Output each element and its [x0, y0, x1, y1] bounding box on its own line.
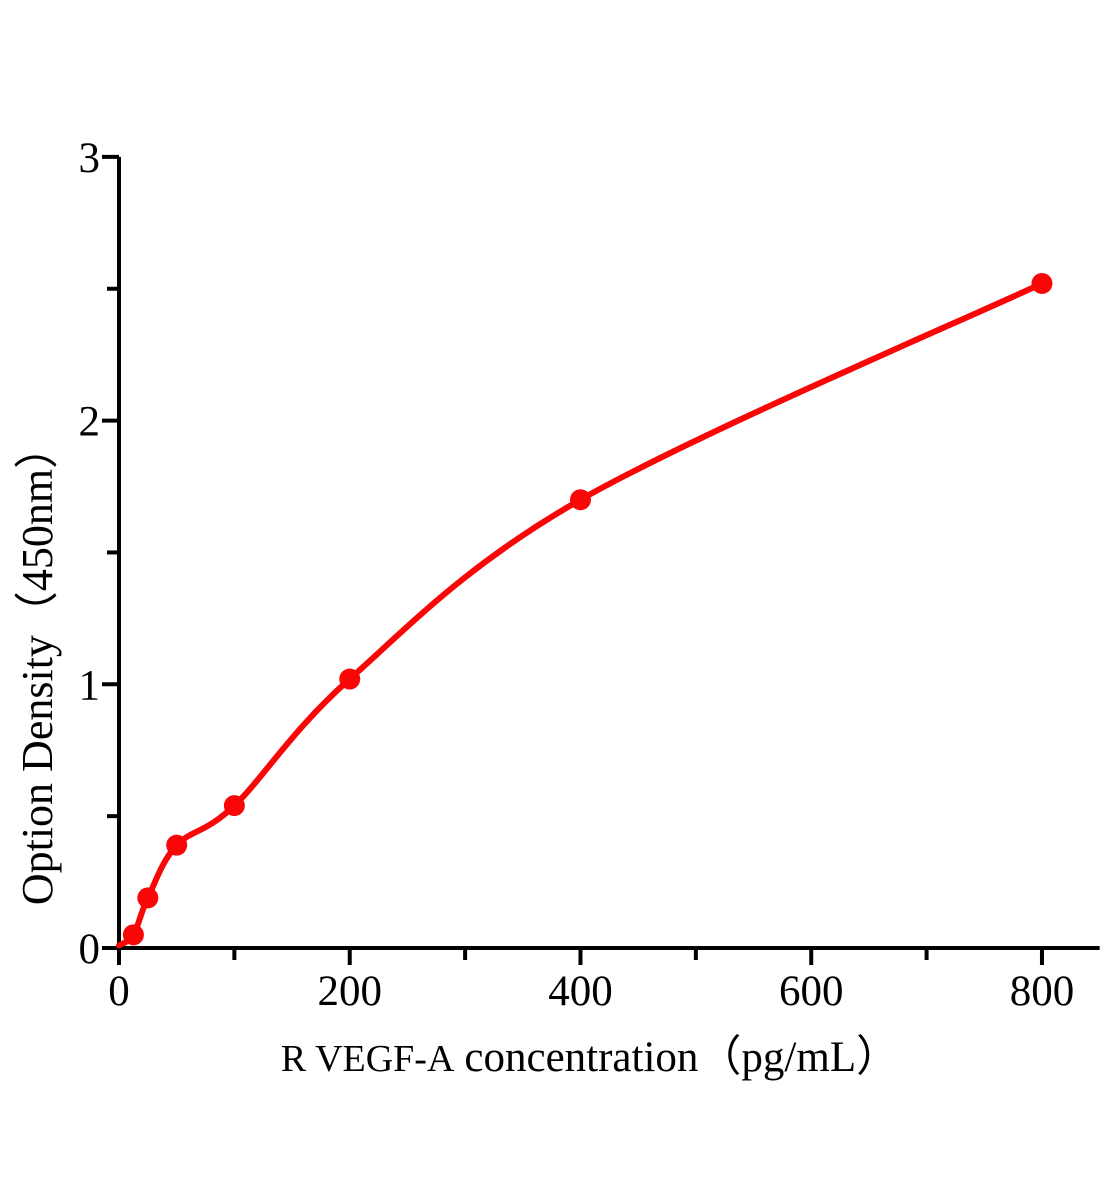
- data-point: [137, 887, 159, 909]
- data-point: [339, 668, 361, 690]
- x-axis-title-prefix: R VEGF-A: [280, 1038, 455, 1080]
- x-axis-title: R VEGF-A concentration（pg/mL）: [140, 1028, 1040, 1088]
- y-axis-tick-label: 2: [79, 399, 101, 446]
- y-axis-tick-label: 1: [79, 662, 101, 709]
- data-point: [569, 489, 591, 511]
- x-axis-tick-label: 600: [779, 968, 844, 1015]
- data-point: [223, 795, 245, 817]
- x-axis-tick-label: 0: [108, 968, 130, 1015]
- x-axis-tick-label: 400: [548, 968, 613, 1015]
- x-axis-tick-label: 800: [1010, 968, 1075, 1015]
- x-axis-title-unit: （pg/mL）: [698, 1034, 900, 1081]
- y-axis-tick-label: 0: [79, 926, 101, 973]
- data-point: [122, 924, 144, 946]
- standard-curve-line: [116, 280, 1045, 949]
- x-axis-title-main: concentration: [464, 1034, 699, 1081]
- data-point: [1031, 272, 1053, 294]
- y-axis-tick-label: 3: [79, 135, 101, 182]
- y-axis-title: Option Density（450nm）: [13, 424, 62, 906]
- data-point: [166, 834, 188, 856]
- x-axis-tick-label: 200: [317, 968, 382, 1015]
